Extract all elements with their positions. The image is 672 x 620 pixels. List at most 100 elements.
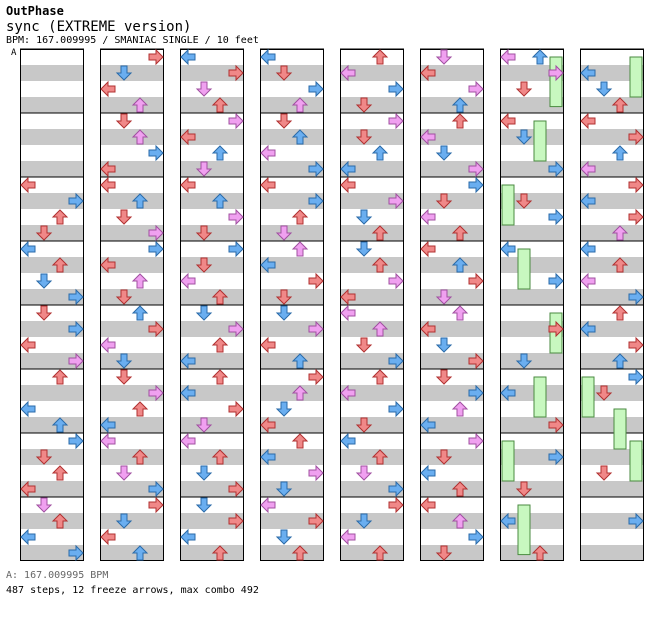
step-arrow (355, 337, 373, 353)
step-arrow (68, 544, 84, 562)
step-arrow (148, 384, 164, 402)
step-arrow (51, 417, 69, 433)
beat-stripe (420, 417, 484, 433)
step-arrow (260, 176, 276, 194)
step-arrow (468, 384, 484, 402)
beat-stripe (500, 129, 564, 145)
beat-stripe (500, 385, 564, 401)
beat-stripe (260, 161, 324, 177)
bpm-info: BPM: 167.009995 / SMANIAC SINGLE / 10 fe… (6, 35, 259, 46)
beat-stripe (580, 385, 644, 401)
step-arrow (340, 160, 356, 178)
beat-stripe (420, 321, 484, 337)
step-arrow (180, 128, 196, 146)
chart-column (420, 48, 484, 561)
step-arrow (51, 257, 69, 273)
beat-stripe (580, 225, 644, 241)
step-arrow (515, 129, 533, 145)
song-title: sync (EXTREME version) (6, 19, 192, 35)
step-arrow (131, 273, 149, 289)
step-arrow (115, 65, 133, 81)
step-arrow (260, 144, 276, 162)
beat-stripe (420, 513, 484, 529)
beat-stripe (20, 65, 84, 81)
beat-stripe (420, 129, 484, 145)
step-arrow (20, 400, 36, 418)
beat-stripe (340, 257, 404, 273)
step-arrow (371, 257, 389, 273)
beat-stripe (260, 385, 324, 401)
step-arrow (371, 369, 389, 385)
step-arrow (420, 64, 436, 82)
step-arrow (548, 208, 564, 226)
step-arrow (148, 320, 164, 338)
step-arrow (228, 240, 244, 258)
beat-stripe (580, 353, 644, 369)
step-arrow (51, 465, 69, 481)
step-arrow (195, 417, 213, 433)
step-arrow (195, 257, 213, 273)
step-arrow (595, 81, 613, 97)
step-arrow (195, 225, 213, 241)
step-arrow (115, 369, 133, 385)
beat-stripe (500, 481, 564, 497)
step-arrow (340, 528, 356, 546)
step-arrow (611, 353, 629, 369)
step-arrow (211, 145, 229, 161)
step-arrow (291, 97, 309, 113)
step-arrow (451, 401, 469, 417)
freeze-arrow (533, 376, 547, 418)
beat-stripe (100, 161, 164, 177)
step-arrow (131, 545, 149, 561)
beat-stripe (260, 257, 324, 273)
beat-stripe (580, 417, 644, 433)
beat-stripe (340, 129, 404, 145)
step-arrow (468, 80, 484, 98)
step-arrow (35, 449, 53, 465)
step-arrow (515, 193, 533, 209)
step-arrow (388, 80, 404, 98)
beat-stripe (260, 129, 324, 145)
step-arrow (148, 144, 164, 162)
step-arrow (35, 497, 53, 513)
beat-stripe (100, 545, 164, 561)
step-arrow (355, 97, 373, 113)
freeze-arrow (629, 440, 643, 482)
beat-stripe (180, 385, 244, 401)
step-arrow (388, 272, 404, 290)
beat-stripe (340, 353, 404, 369)
step-arrow (51, 369, 69, 385)
step-arrow (100, 80, 116, 98)
step-arrow (20, 176, 36, 194)
step-arrow (148, 48, 164, 66)
step-arrow (115, 513, 133, 529)
chart-column (260, 48, 324, 561)
beat-stripe (420, 65, 484, 81)
beat-stripe (580, 481, 644, 497)
step-arrow (355, 513, 373, 529)
beat-stripe (580, 321, 644, 337)
step-arrow (308, 80, 324, 98)
step-arrow (308, 320, 324, 338)
beat-stripe (500, 417, 564, 433)
step-arrow (211, 449, 229, 465)
step-arrow (420, 464, 436, 482)
step-arrow (275, 481, 293, 497)
beat-stripe (100, 289, 164, 305)
step-arrow (100, 256, 116, 274)
beat-stripe (180, 449, 244, 465)
step-arrow (275, 225, 293, 241)
step-arrow (371, 145, 389, 161)
step-arrow (628, 368, 644, 386)
bpm-marker: A (11, 48, 17, 58)
beat-stripe (260, 417, 324, 433)
step-arrow (180, 432, 196, 450)
beat-stripe (420, 449, 484, 465)
beat-stripe (500, 97, 564, 113)
beat-stripe (340, 65, 404, 81)
step-arrow (500, 112, 516, 130)
step-arrow (355, 417, 373, 433)
beat-stripe (340, 321, 404, 337)
beat-stripe (260, 545, 324, 561)
footer-bpm: A: 167.009995 BPM (6, 570, 109, 581)
